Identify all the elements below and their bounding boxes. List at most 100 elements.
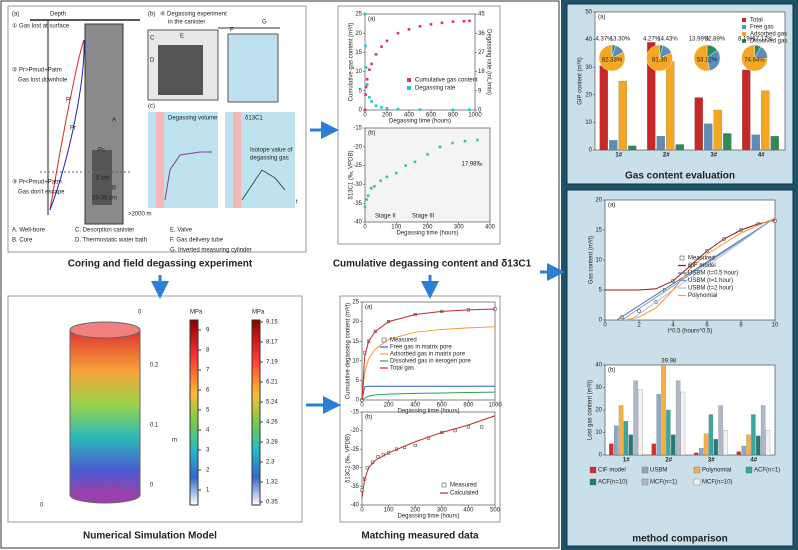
colorbar-label: 3.28 (266, 440, 278, 446)
pie-slice (693, 44, 710, 72)
coring-label: D. Thermostatic water bath (75, 238, 147, 244)
legend-swatch (407, 78, 411, 82)
data-point (374, 53, 378, 56)
coring-label: A (112, 118, 116, 124)
data-point (468, 19, 471, 23)
y-tick-label: 25 (355, 12, 362, 18)
coring-label: Gas don't escape (18, 190, 65, 196)
x-tick-label: 800 (448, 113, 459, 119)
x-tick-label: 600 (437, 403, 448, 409)
data-point (369, 186, 373, 190)
y-tick-label: 30 (595, 385, 602, 391)
y-tick-label: 40 (585, 37, 592, 43)
legend-swatch (641, 478, 649, 486)
annotation: 17.98‰ (461, 162, 482, 168)
bar (628, 145, 637, 151)
bar (751, 414, 756, 456)
colorbar-label: 3 (206, 448, 210, 454)
legend-label: USBM (650, 468, 667, 474)
coring-label: C (150, 36, 155, 42)
legend-label: ACF(n=10) (598, 480, 628, 486)
y-tick-label: 30 (585, 65, 592, 71)
data-point (385, 39, 389, 43)
bar (628, 434, 633, 456)
stage-label: Stage III (412, 214, 435, 220)
legend-label: MCF(n=1) (650, 480, 677, 486)
y2-tick-label: 9 (478, 88, 482, 94)
y-tick-label: -20 (353, 144, 362, 150)
data-point (380, 45, 383, 48)
coring-label: (b) (148, 12, 155, 18)
colorbar-label: 6.21 (266, 380, 278, 386)
data-point (451, 20, 455, 23)
legend-swatch (641, 466, 649, 474)
x-tick-label: 1000 (468, 113, 482, 119)
plot-frame (361, 411, 496, 506)
y2-tick-label: 0 (478, 108, 482, 114)
colorbar-label: 8.17 (266, 340, 278, 346)
data-point (453, 429, 457, 433)
y-tick-label: 20 (595, 198, 602, 204)
legend-swatch (589, 478, 597, 486)
coring-label: ④ Degassing experiment (160, 11, 227, 18)
bar (651, 443, 656, 456)
data-point (368, 68, 371, 71)
pie-label: 13.30% (610, 37, 631, 43)
legend-label: USBM (t=1 hour) (688, 278, 733, 284)
data-point (368, 95, 371, 99)
data-point (365, 83, 369, 86)
y-tick-label: -15 (350, 410, 359, 416)
data-point (364, 66, 368, 69)
legend-swatch (381, 337, 387, 343)
bar (703, 433, 709, 456)
coring-label: ② Pr>Pmud+Patm (12, 67, 62, 74)
data-point (476, 138, 479, 142)
data-point (418, 108, 422, 111)
bar (694, 97, 703, 151)
data-point (463, 139, 467, 143)
colorbar-label: 9 (206, 328, 210, 334)
y-tick-label: 40 (595, 363, 602, 369)
y-axis-label: Cumulative degassing content (m³/t) (346, 303, 352, 399)
data-point (374, 104, 378, 108)
legend-swatch (589, 466, 597, 474)
legend-label: CIF model (598, 468, 626, 474)
bar (661, 364, 666, 456)
bar (756, 435, 761, 456)
caption: method comparison (632, 534, 728, 545)
caption: Cumulative degassing content and δ13C1 (333, 259, 532, 270)
data-point (396, 107, 400, 111)
data-point (394, 171, 398, 175)
legend-label: Cumulative gas content (415, 78, 478, 84)
data-point (440, 21, 444, 25)
bar (704, 123, 713, 151)
y-tick-label: -40 (353, 220, 362, 226)
plot-frame (604, 199, 776, 321)
coring-label: P (66, 98, 70, 104)
colorbar-label: 5 (206, 408, 210, 414)
x-tick-label: 0 (360, 403, 364, 409)
bar (638, 389, 643, 456)
coring-label: Pr (70, 126, 76, 132)
pie-label: 8.19% (738, 37, 756, 43)
bar (694, 452, 699, 456)
x-tick-label: 300 (437, 508, 448, 514)
coring-label: Gas lost downhole (18, 78, 68, 84)
axis-label: m (172, 438, 177, 444)
data-point (385, 175, 389, 179)
x-tick-label: 300 (454, 225, 465, 231)
series-line (361, 391, 496, 401)
colorbar-label: 1 (206, 488, 210, 494)
pie-label: 14.43% (657, 37, 678, 43)
bar (742, 69, 751, 151)
pie-label: 17.17% (752, 37, 773, 43)
x-tick-label: 4# (758, 153, 765, 159)
legend-swatch (742, 39, 746, 43)
data-point (379, 179, 382, 182)
pie-label: 32.89% (705, 37, 726, 43)
coring-label: E (180, 34, 184, 40)
panel-label: (a) (598, 15, 605, 21)
legend-label: Total gas (390, 366, 414, 372)
colorbar-label: 5.24 (266, 400, 278, 406)
x-tick-label: 1# (615, 153, 622, 159)
